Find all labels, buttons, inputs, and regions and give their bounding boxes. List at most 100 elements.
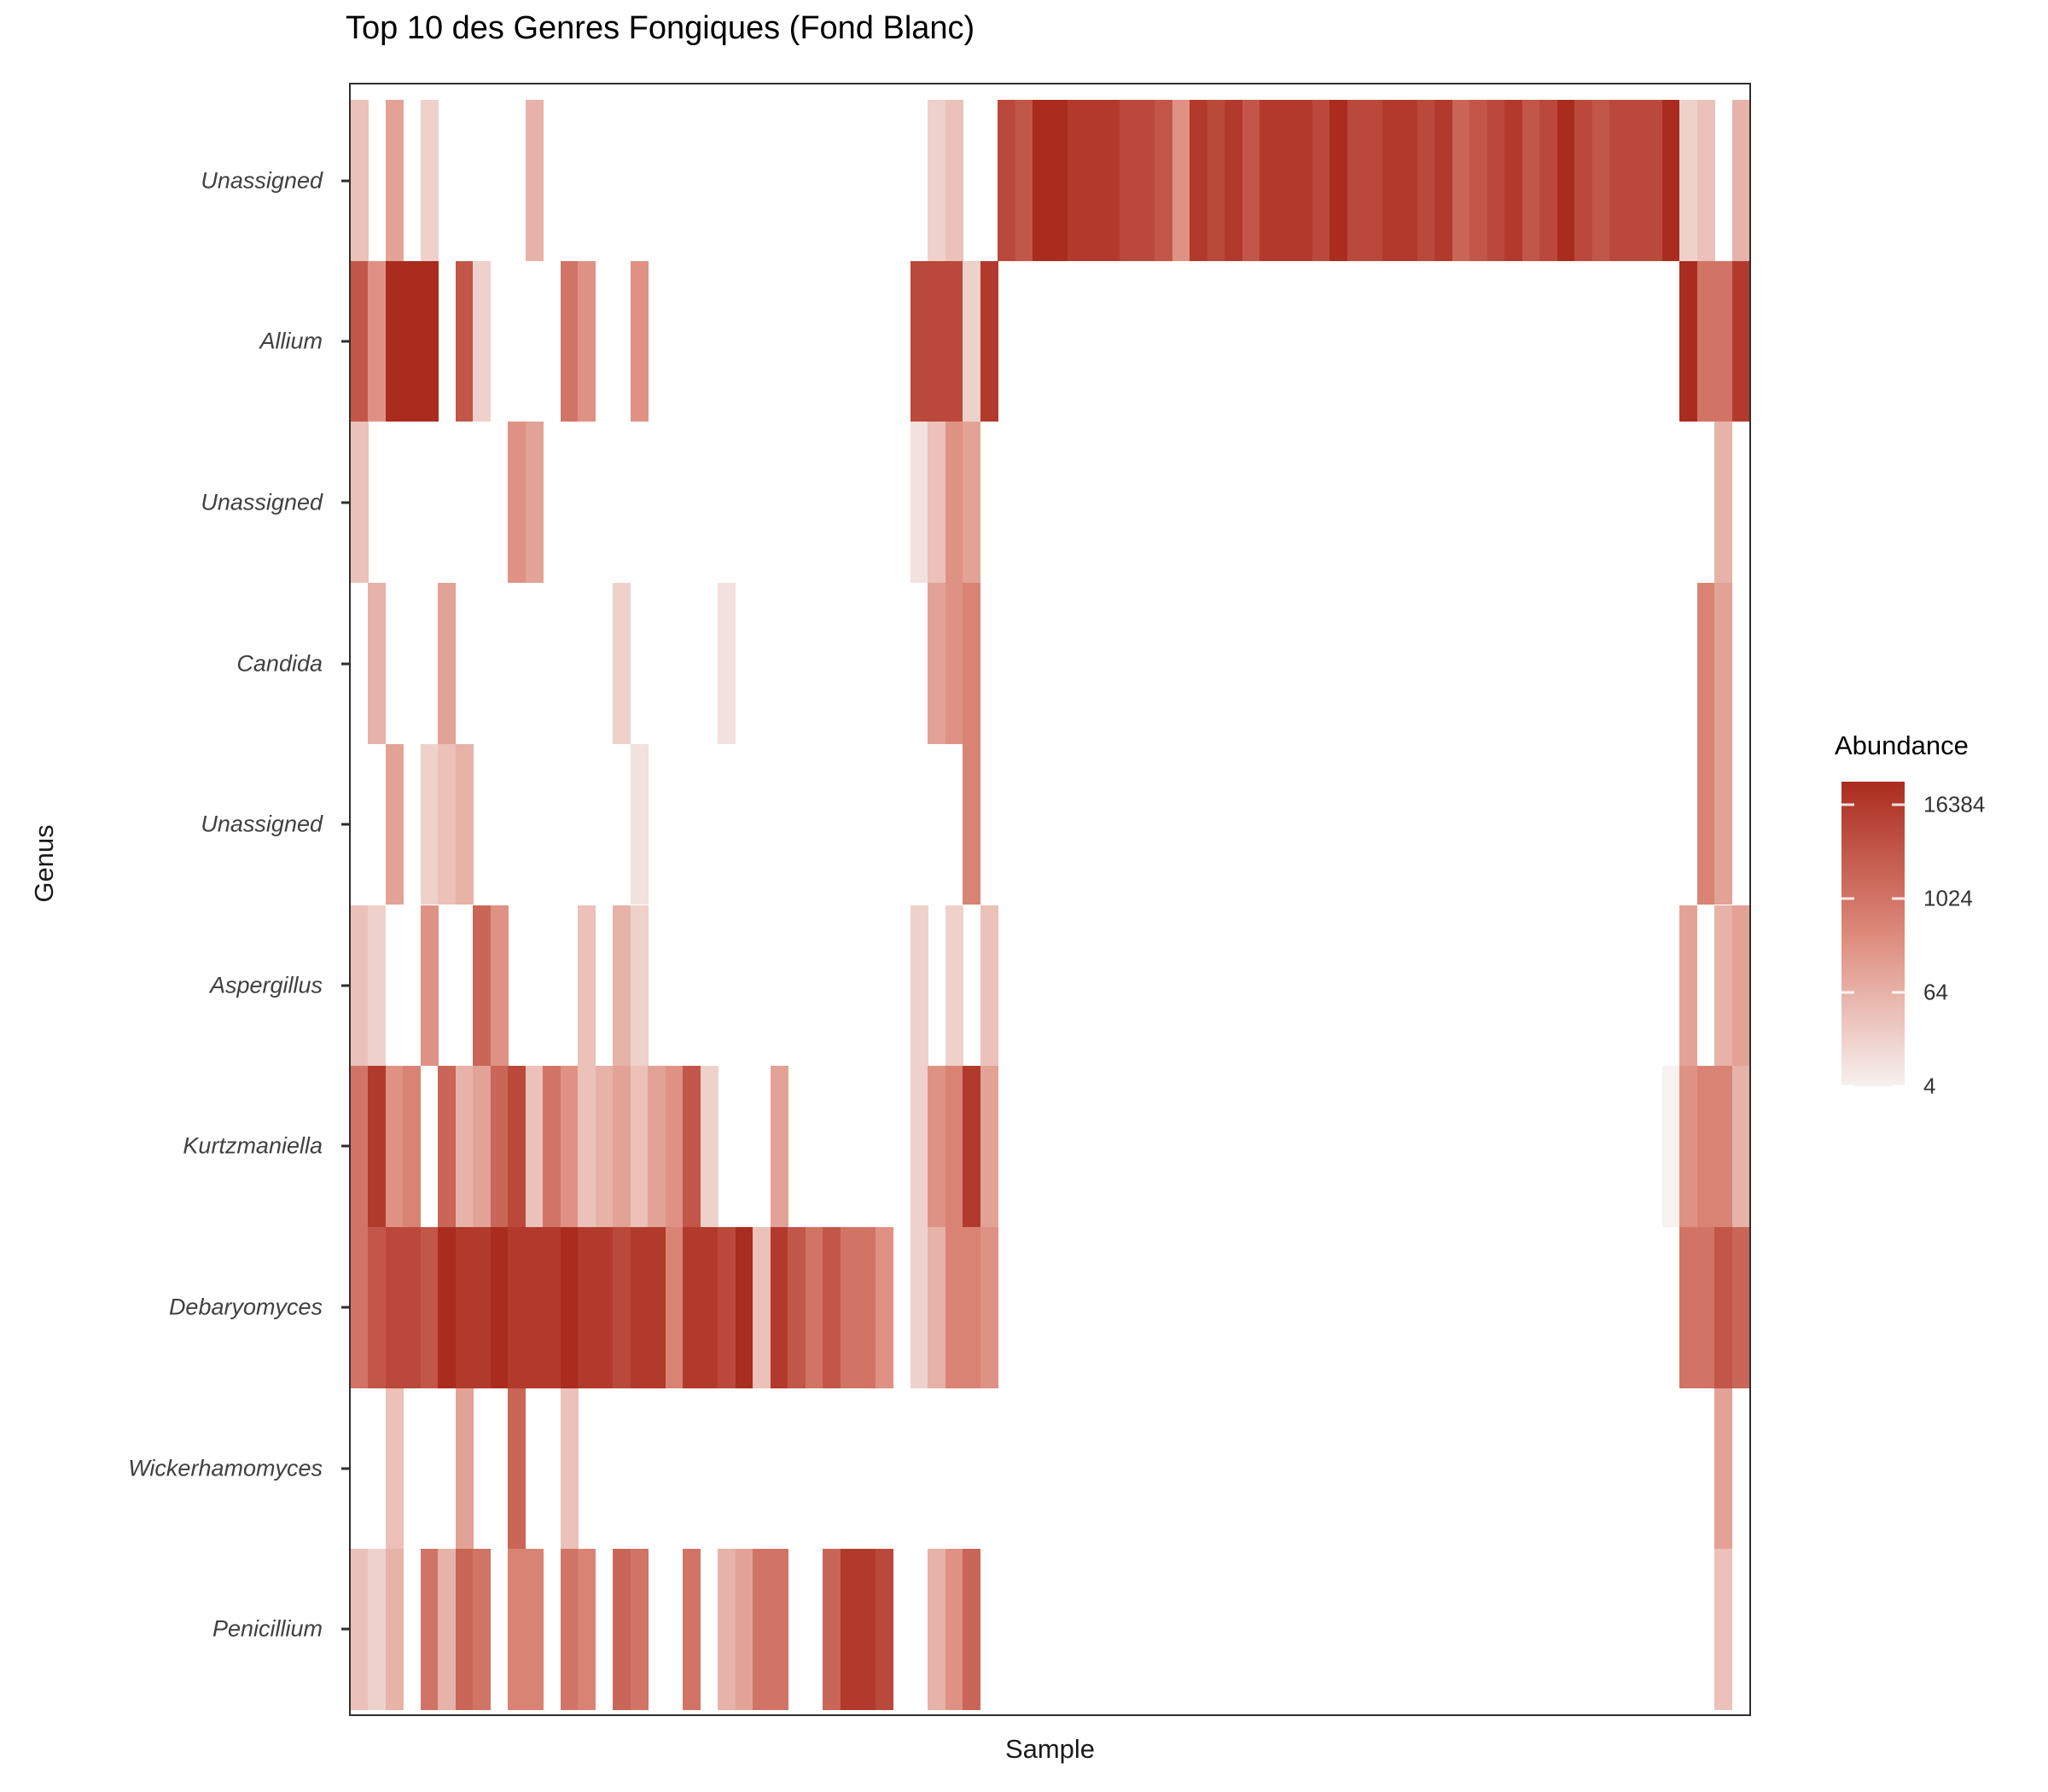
y-axis-label: Penicillium — [212, 1615, 323, 1642]
heatmap-cell — [473, 905, 492, 1067]
heatmap-cell — [368, 583, 387, 744]
heatmap-cell — [1696, 743, 1715, 905]
heatmap-cell — [963, 1226, 981, 1388]
heatmap-cell — [455, 1549, 474, 1710]
heatmap-cell — [1731, 1066, 1750, 1227]
heatmap-cell — [1137, 100, 1155, 261]
legend-tick-mark — [1892, 897, 1905, 900]
heatmap-cell — [928, 422, 946, 584]
heatmap-cell — [770, 1066, 788, 1227]
heatmap-cell — [368, 1226, 387, 1388]
heatmap-cell — [683, 1549, 701, 1710]
heatmap-cell — [875, 1226, 893, 1388]
heatmap-cell — [630, 905, 649, 1067]
heatmap-cell — [1033, 100, 1050, 261]
legend-tick-mark — [1841, 897, 1854, 900]
heatmap-cell — [578, 260, 596, 422]
heatmap-cell — [718, 1226, 736, 1388]
heatmap-cell — [1155, 100, 1173, 261]
heatmap-cell — [560, 1388, 579, 1550]
heatmap-cell — [438, 583, 457, 744]
heatmap-cell — [438, 1226, 457, 1388]
y-axis-tick — [341, 501, 349, 504]
heatmap-row-aspergillus — [351, 905, 1750, 1067]
heatmap-cell — [1347, 100, 1365, 261]
heatmap-cell — [1434, 100, 1453, 261]
heatmap-cell — [385, 100, 404, 261]
y-axis-tick — [341, 823, 349, 826]
heatmap-cell — [910, 905, 928, 1067]
heatmap-cell — [1679, 100, 1698, 261]
legend-tick-label: 1024 — [1923, 885, 1973, 911]
heatmap-cell — [1609, 100, 1628, 261]
heatmap-cell — [560, 1549, 579, 1710]
heatmap-cell — [1696, 583, 1715, 744]
heatmap-cell — [963, 743, 981, 905]
heatmap-cell — [420, 905, 439, 1067]
heatmap-cell — [368, 1066, 387, 1227]
heatmap-cell — [508, 1066, 527, 1227]
heatmap-cell — [1661, 1066, 1680, 1227]
heatmap-cell — [1295, 100, 1313, 261]
heatmap-cell — [1626, 100, 1645, 261]
heatmap-cell — [928, 260, 946, 422]
heatmap-cell — [1085, 100, 1103, 261]
heatmap-cell — [1714, 743, 1732, 905]
heatmap-cell — [648, 1226, 666, 1388]
heatmap-cell — [700, 1066, 719, 1227]
heatmap-cell — [1714, 583, 1732, 744]
heatmap-cell — [858, 1226, 876, 1388]
heatmap-cell — [945, 1549, 963, 1710]
heatmap-cell — [473, 1066, 492, 1227]
heatmap-cell — [945, 422, 963, 584]
heatmap-cell — [595, 1226, 614, 1388]
heatmap-cell — [420, 100, 439, 261]
y-axis-label: Unassigned — [201, 811, 323, 837]
heatmap-cell — [823, 1549, 841, 1710]
heatmap-cell — [980, 1226, 998, 1388]
legend-tick-mark — [1892, 991, 1905, 994]
heatmap-cell — [735, 1549, 753, 1710]
heatmap-row-unassigned — [351, 100, 1750, 261]
heatmap-cell — [455, 260, 474, 422]
heatmap-cell — [1015, 100, 1033, 261]
heatmap-cell — [1242, 100, 1260, 261]
heatmap-cell — [543, 1226, 561, 1388]
y-axis-tick — [341, 340, 349, 343]
heatmap-cell — [788, 1226, 806, 1388]
legend-tick-label: 64 — [1923, 979, 1948, 1005]
legend-tick-mark — [1841, 991, 1854, 994]
legend-colorbar: 4 64 1024 16384 — [1841, 782, 1985, 1099]
heatmap-cell — [1714, 422, 1732, 584]
heatmap-cell — [1731, 260, 1750, 422]
heatmap-cell — [403, 260, 422, 422]
heatmap-cell — [630, 1066, 649, 1227]
heatmap-cell — [1172, 100, 1190, 261]
heatmap-cell — [1731, 100, 1750, 261]
heatmap-cell — [630, 1226, 649, 1388]
heatmap-cell — [1714, 260, 1732, 422]
heatmap-cell — [368, 260, 387, 422]
heatmap-cell — [560, 1066, 579, 1227]
heatmap-cell — [1067, 100, 1085, 261]
heatmap-cell — [945, 905, 963, 1067]
y-axis-tick — [341, 179, 349, 183]
heatmap-cell — [1190, 100, 1208, 261]
heatmap-cell — [385, 1226, 404, 1388]
plot-panel — [349, 83, 1751, 1716]
heatmap-row-unassigned — [351, 422, 1749, 584]
y-axis-label: Kurtzmaniella — [183, 1132, 323, 1159]
legend-tick-mark — [1892, 1085, 1905, 1088]
heatmap-cell — [385, 1549, 404, 1710]
heatmap-cell — [928, 1226, 946, 1388]
heatmap-cell — [403, 1066, 422, 1227]
heatmap-cell — [473, 1226, 492, 1388]
heatmap-cell — [1731, 1226, 1750, 1388]
heatmap-cell — [1696, 1226, 1715, 1388]
heatmap-cell — [560, 260, 579, 422]
heatmap-cell — [1556, 100, 1575, 261]
heatmap-cell — [753, 1549, 771, 1710]
heatmap-cell — [1661, 100, 1680, 261]
heatmap-cell — [351, 260, 369, 422]
heatmap-cell — [963, 422, 981, 584]
